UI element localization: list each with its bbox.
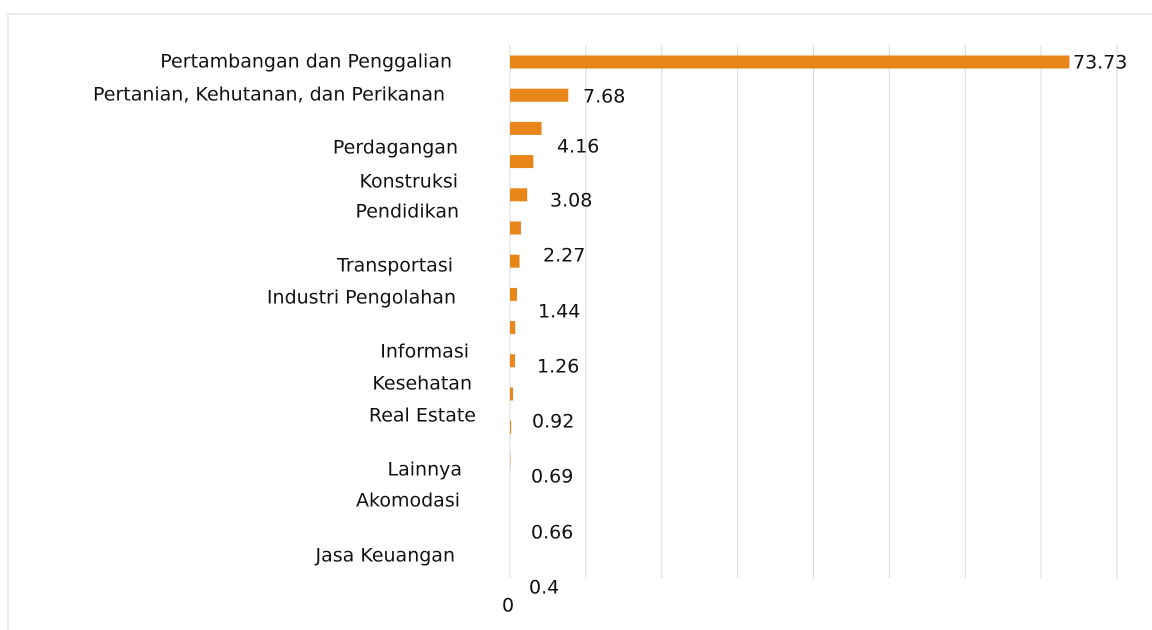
y-tick-label: Lainnya <box>388 459 462 481</box>
data-label: 0.4 <box>529 577 559 599</box>
bar <box>510 55 1070 69</box>
bar <box>510 321 516 335</box>
y-tick-label: Real Estate <box>369 405 476 427</box>
y-tick-label: Transportasi <box>336 255 453 277</box>
y-tick-label: Industri Pengolahan <box>267 287 456 309</box>
bar <box>510 155 534 169</box>
bar <box>510 254 520 268</box>
bar <box>510 420 512 434</box>
data-label: 1.26 <box>537 356 579 378</box>
y-tick-label: Akomodasi <box>356 490 460 512</box>
bar <box>510 188 528 202</box>
bar <box>510 121 542 135</box>
data-label: 73.73 <box>1073 52 1127 74</box>
data-label: 7.68 <box>583 86 625 108</box>
data-label: 0.66 <box>531 522 573 544</box>
x-tick-label: 0 <box>502 595 514 617</box>
bar <box>510 88 569 102</box>
y-tick-label: Pendidikan <box>355 201 459 223</box>
data-label: 0.69 <box>531 466 573 488</box>
bar <box>510 287 517 301</box>
y-tick-label: Konstruksi <box>359 171 458 193</box>
data-label: 4.16 <box>557 136 599 158</box>
data-label: 0.92 <box>532 411 574 433</box>
y-tick-label: Kesehatan <box>372 373 472 395</box>
y-tick-label: Jasa Keuangan <box>314 545 455 567</box>
bar <box>510 221 521 235</box>
chart-frame <box>7 13 1152 630</box>
data-label: 2.27 <box>543 245 585 267</box>
bar <box>510 354 516 368</box>
data-label: 3.08 <box>550 190 592 212</box>
y-tick-label: Informasi <box>380 341 469 363</box>
y-tick-label: Perdagangan <box>333 137 458 159</box>
data-label: 1.44 <box>538 301 580 323</box>
y-tick-label: Pertanian, Kehutanan, dan Perikanan <box>93 84 445 106</box>
y-tick-label: Pertambangan dan Penggalian <box>160 51 452 73</box>
bar <box>510 387 514 401</box>
